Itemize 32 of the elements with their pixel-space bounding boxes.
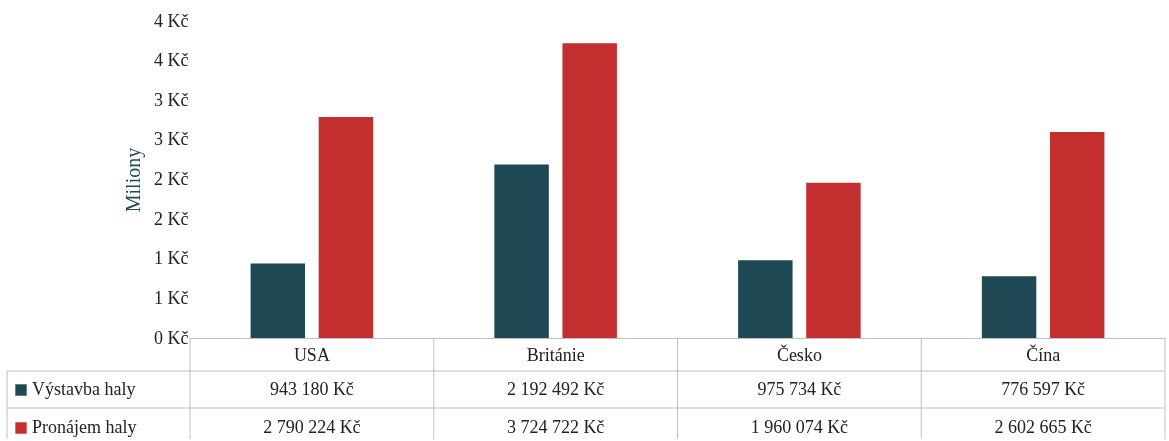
y-tick-label: 0 Kč [154, 327, 189, 348]
y-axis-title: Miliony [122, 147, 146, 213]
bar [318, 116, 374, 338]
bar [494, 164, 549, 338]
text: 2 602 665 Kč [994, 417, 1092, 437]
text: 943 180 Kč [269, 379, 354, 399]
x-tick-label: Česko [776, 343, 822, 365]
y-tick-label: 4 Kč [154, 50, 189, 71]
y-tick-label: 1 Kč [154, 248, 189, 269]
bar [562, 43, 617, 338]
bar [981, 276, 1037, 338]
x-tick-label: Británie [526, 344, 585, 365]
bar [1049, 131, 1105, 338]
legend-label: Pronájem haly [32, 417, 137, 437]
y-tick-label: 1 Kč [154, 287, 189, 308]
x-tick-label: USA [293, 344, 330, 365]
y-tick-label: 3 Kč [154, 129, 189, 150]
y-tick-label: 2 Kč [154, 169, 189, 189]
text: 3 724 722 Kč [506, 417, 605, 437]
y-tick-label: 2 Kč [154, 208, 189, 229]
y-tick-label: 4 Kč [154, 10, 189, 31]
text: 776 597 Kč [1001, 379, 1086, 399]
text: 2 192 492 Kč [506, 379, 605, 399]
text: 1 960 074 Kč [750, 417, 849, 437]
legend-label: Výstavba haly [32, 379, 136, 399]
y-tick-label: 3 Kč [154, 89, 189, 110]
bar [806, 182, 861, 338]
bar [738, 260, 793, 338]
text: 2 790 224 Kč [263, 417, 361, 437]
bar [250, 263, 306, 338]
x-tick-label: Čína [1026, 343, 1061, 365]
text: 975 734 Kč [757, 379, 842, 399]
